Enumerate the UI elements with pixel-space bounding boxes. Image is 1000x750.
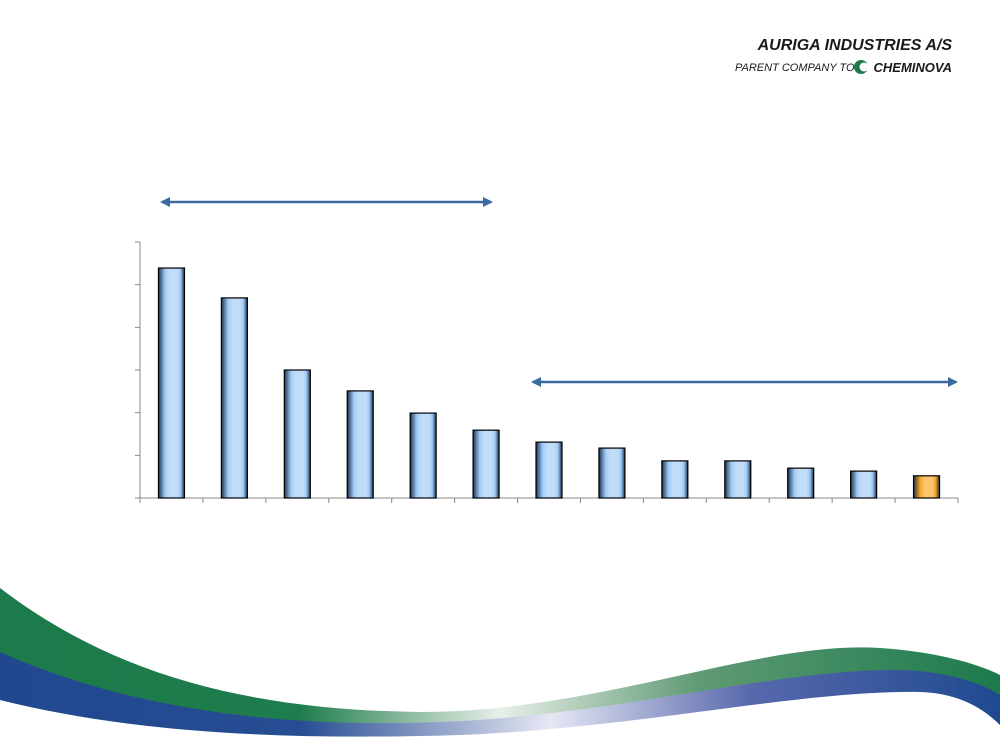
bar-shade (912, 475, 941, 499)
logo-icon-inner (859, 62, 869, 72)
bar-shade (220, 297, 248, 499)
logo-company: AURIGA INDUSTRIES A/S (757, 37, 953, 54)
logo-tagline: PARENT COMPANY TO (735, 62, 855, 74)
bar-shade (787, 467, 815, 499)
bar-shade (157, 267, 186, 499)
bar-shade (598, 447, 626, 499)
bar-shade (850, 470, 878, 499)
bar-shade (724, 460, 752, 499)
bar-shade (409, 412, 437, 499)
bar-shade (472, 429, 500, 499)
bar-shade (283, 369, 311, 499)
bar-shade (661, 460, 689, 499)
bar-shade (535, 441, 563, 499)
logo-brand: CHEMINOVA (874, 60, 952, 75)
bar-shade (346, 390, 374, 499)
chart (135, 241, 959, 503)
wave-white (0, 691, 1000, 750)
